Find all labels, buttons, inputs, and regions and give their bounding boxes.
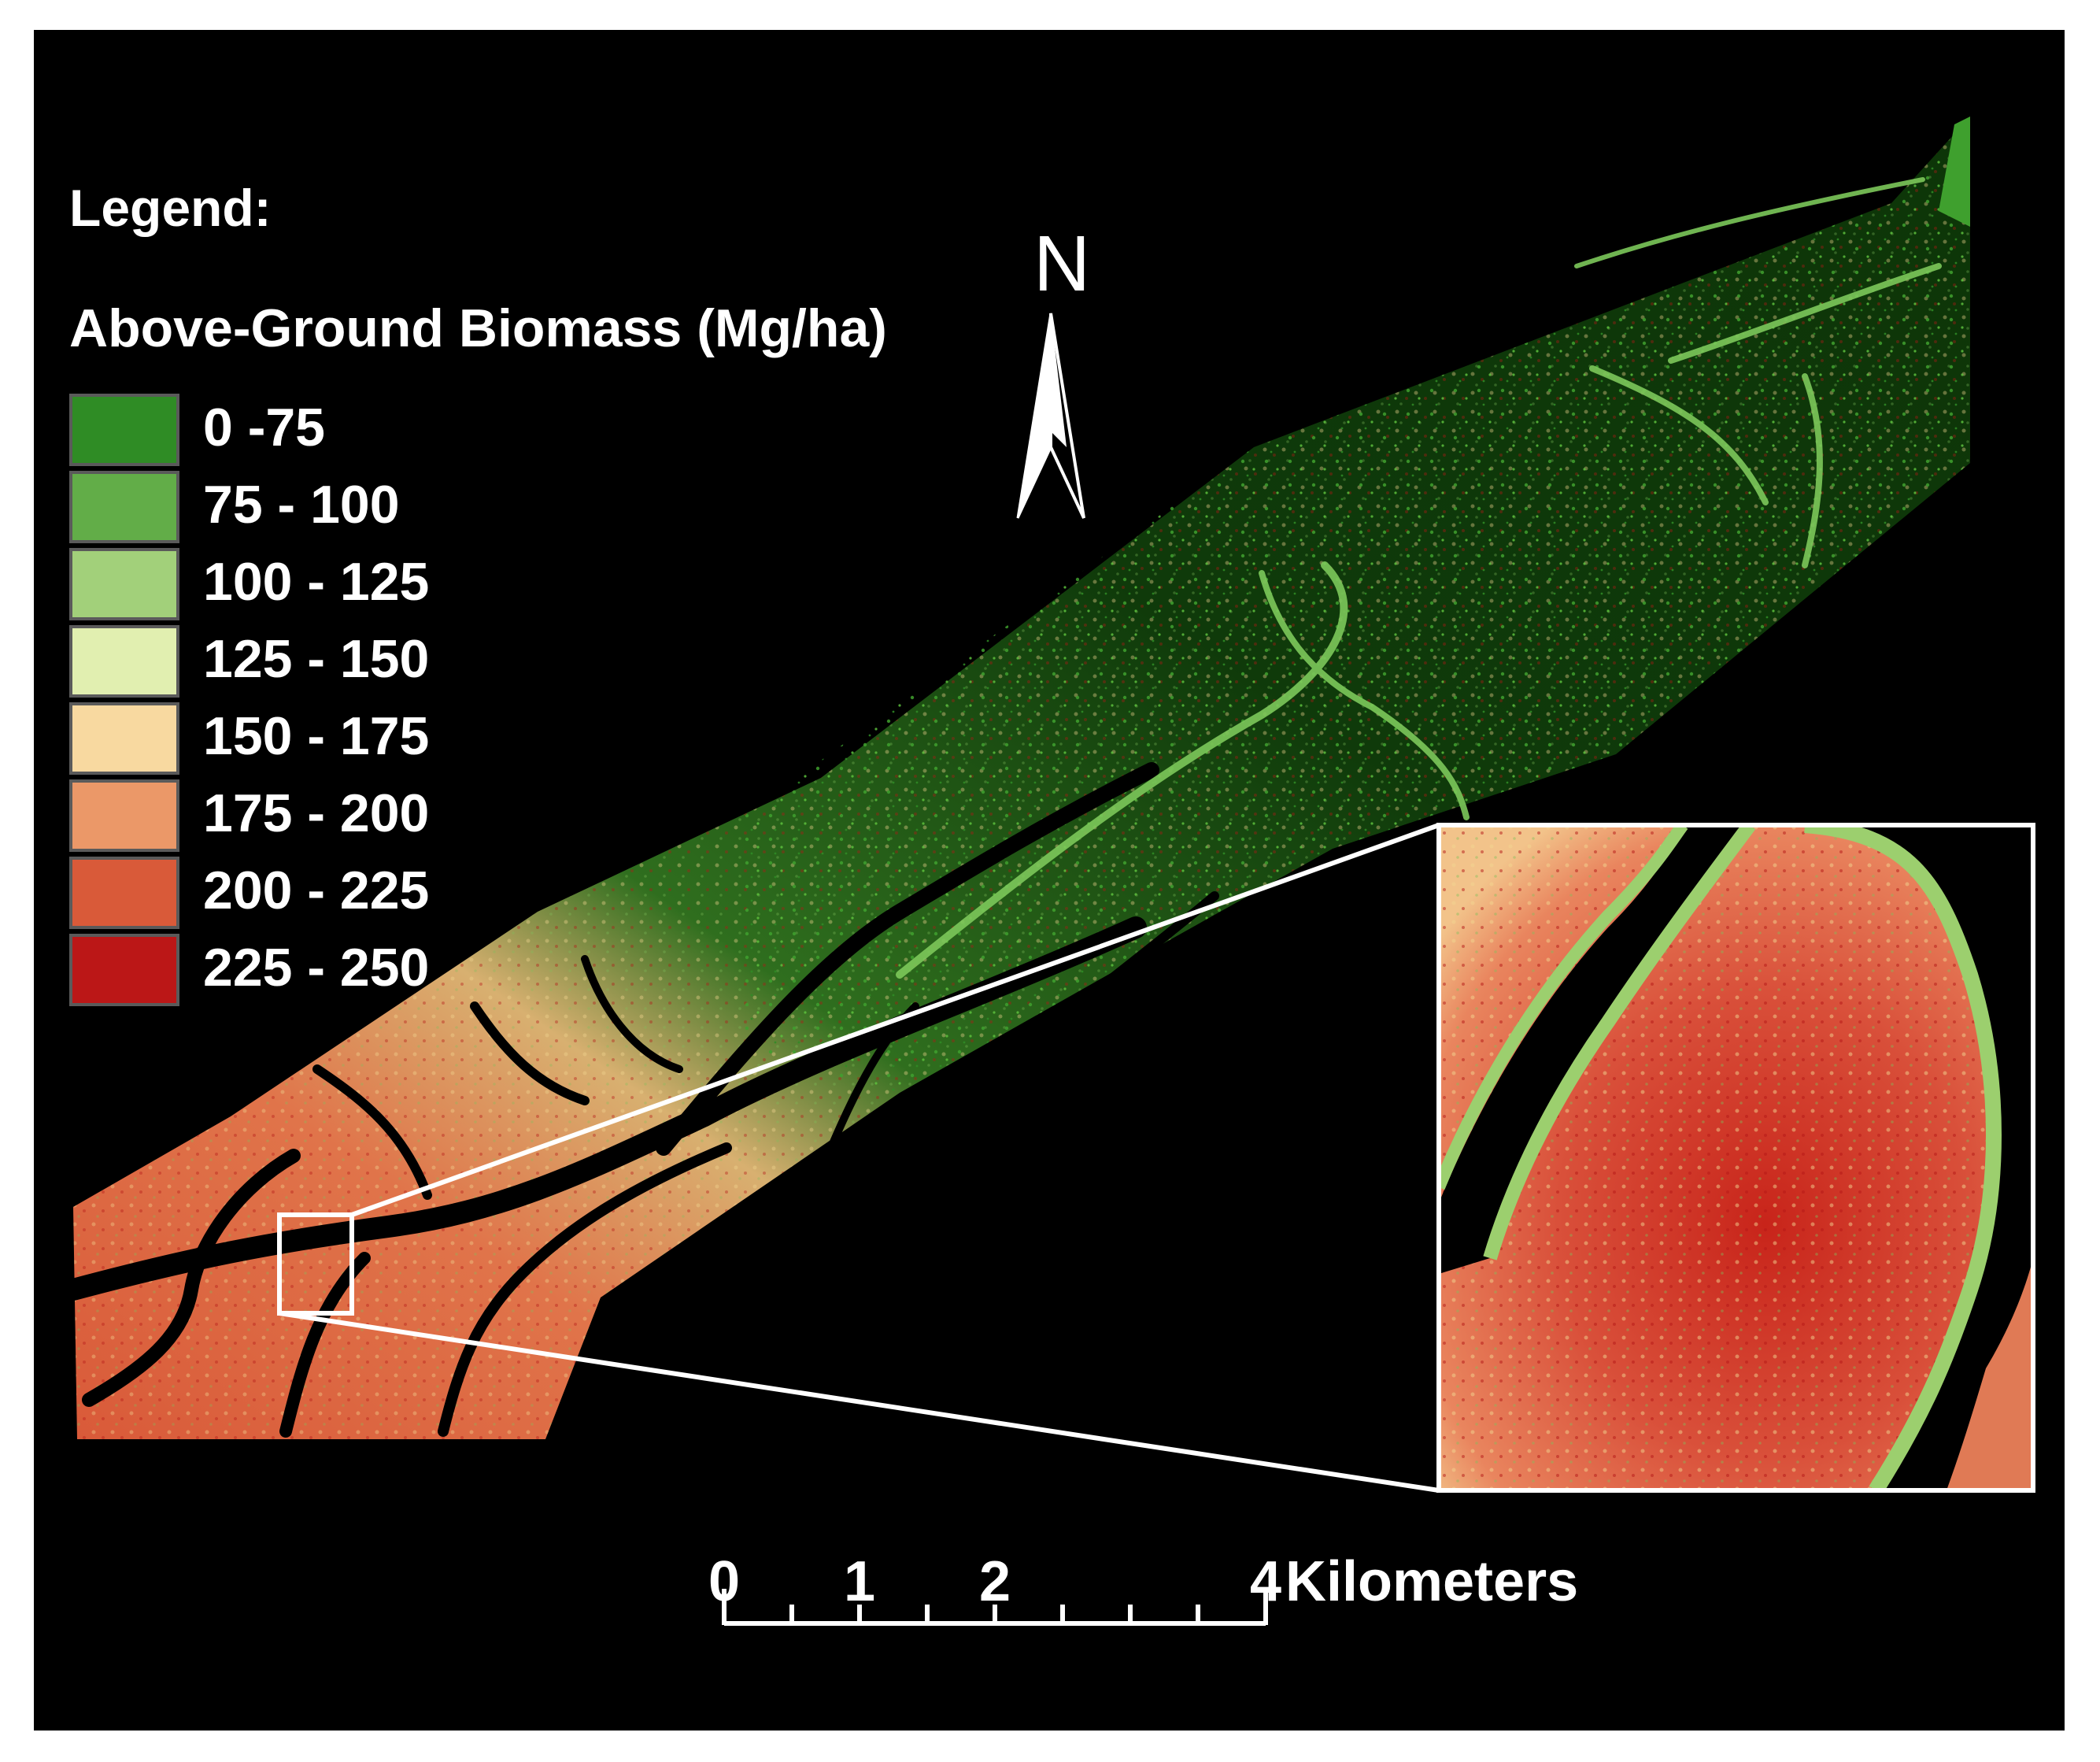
legend-label: 100 - 125 [203, 552, 430, 612]
legend-title: Legend: [69, 179, 272, 237]
legend-list: 0 -75 75 - 100 100 - 125 125 - 150 150 - 175… [69, 392, 510, 1009]
legend-label: 0 -75 [203, 398, 325, 457]
callout-line-top [350, 823, 1440, 1217]
legend-swatch [69, 779, 179, 852]
legend-swatch [69, 394, 179, 466]
legend-item: 150 - 175 [69, 701, 510, 778]
north-arrow-icon [1016, 313, 1085, 519]
legend-item: 125 - 150 [69, 624, 510, 701]
biomass-map [62, 117, 2035, 1626]
legend-item: 0 -75 [69, 392, 510, 469]
legend-item: 75 - 100 [69, 469, 510, 546]
legend-item: 175 - 200 [69, 778, 510, 855]
legend-label: 75 - 100 [203, 475, 400, 535]
legend-label: 175 - 200 [203, 783, 430, 843]
legend-swatch [69, 857, 179, 929]
legend-label: 150 - 175 [203, 706, 430, 766]
legend-item: 100 - 125 [69, 546, 510, 624]
legend-swatch [69, 625, 179, 698]
zoom-inset [1439, 825, 2033, 1490]
scale-label-4: 4 [1249, 1550, 1282, 1613]
legend-swatch [69, 934, 179, 1006]
callout-line-bottom [279, 1311, 1440, 1493]
scale-unit: Kilometers [1285, 1550, 1579, 1613]
legend-item: 200 - 225 [69, 855, 510, 932]
scale-label-1: 1 [843, 1550, 876, 1613]
scale-label-0: 0 [708, 1550, 741, 1613]
study-area-strip [62, 117, 1970, 1439]
legend-label: 125 - 150 [203, 629, 430, 689]
legend-subtitle: Above-Ground Biomass (Mg/ha) [69, 298, 887, 358]
legend-swatch [69, 471, 179, 543]
legend-swatch [69, 702, 179, 775]
legend-item: 225 - 250 [69, 932, 510, 1009]
map-frame: Legend: Above-Ground Biomass (Mg/ha) 0 -… [34, 30, 2065, 1731]
scale-bar [722, 1589, 1268, 1626]
legend-label: 200 - 225 [203, 861, 430, 920]
legend-swatch [69, 548, 179, 620]
selection-box [277, 1212, 354, 1316]
scale-label-2: 2 [978, 1550, 1011, 1613]
inset-border [1436, 823, 2035, 1493]
north-label: N [1033, 220, 1091, 308]
legend-label: 225 - 250 [203, 938, 430, 998]
